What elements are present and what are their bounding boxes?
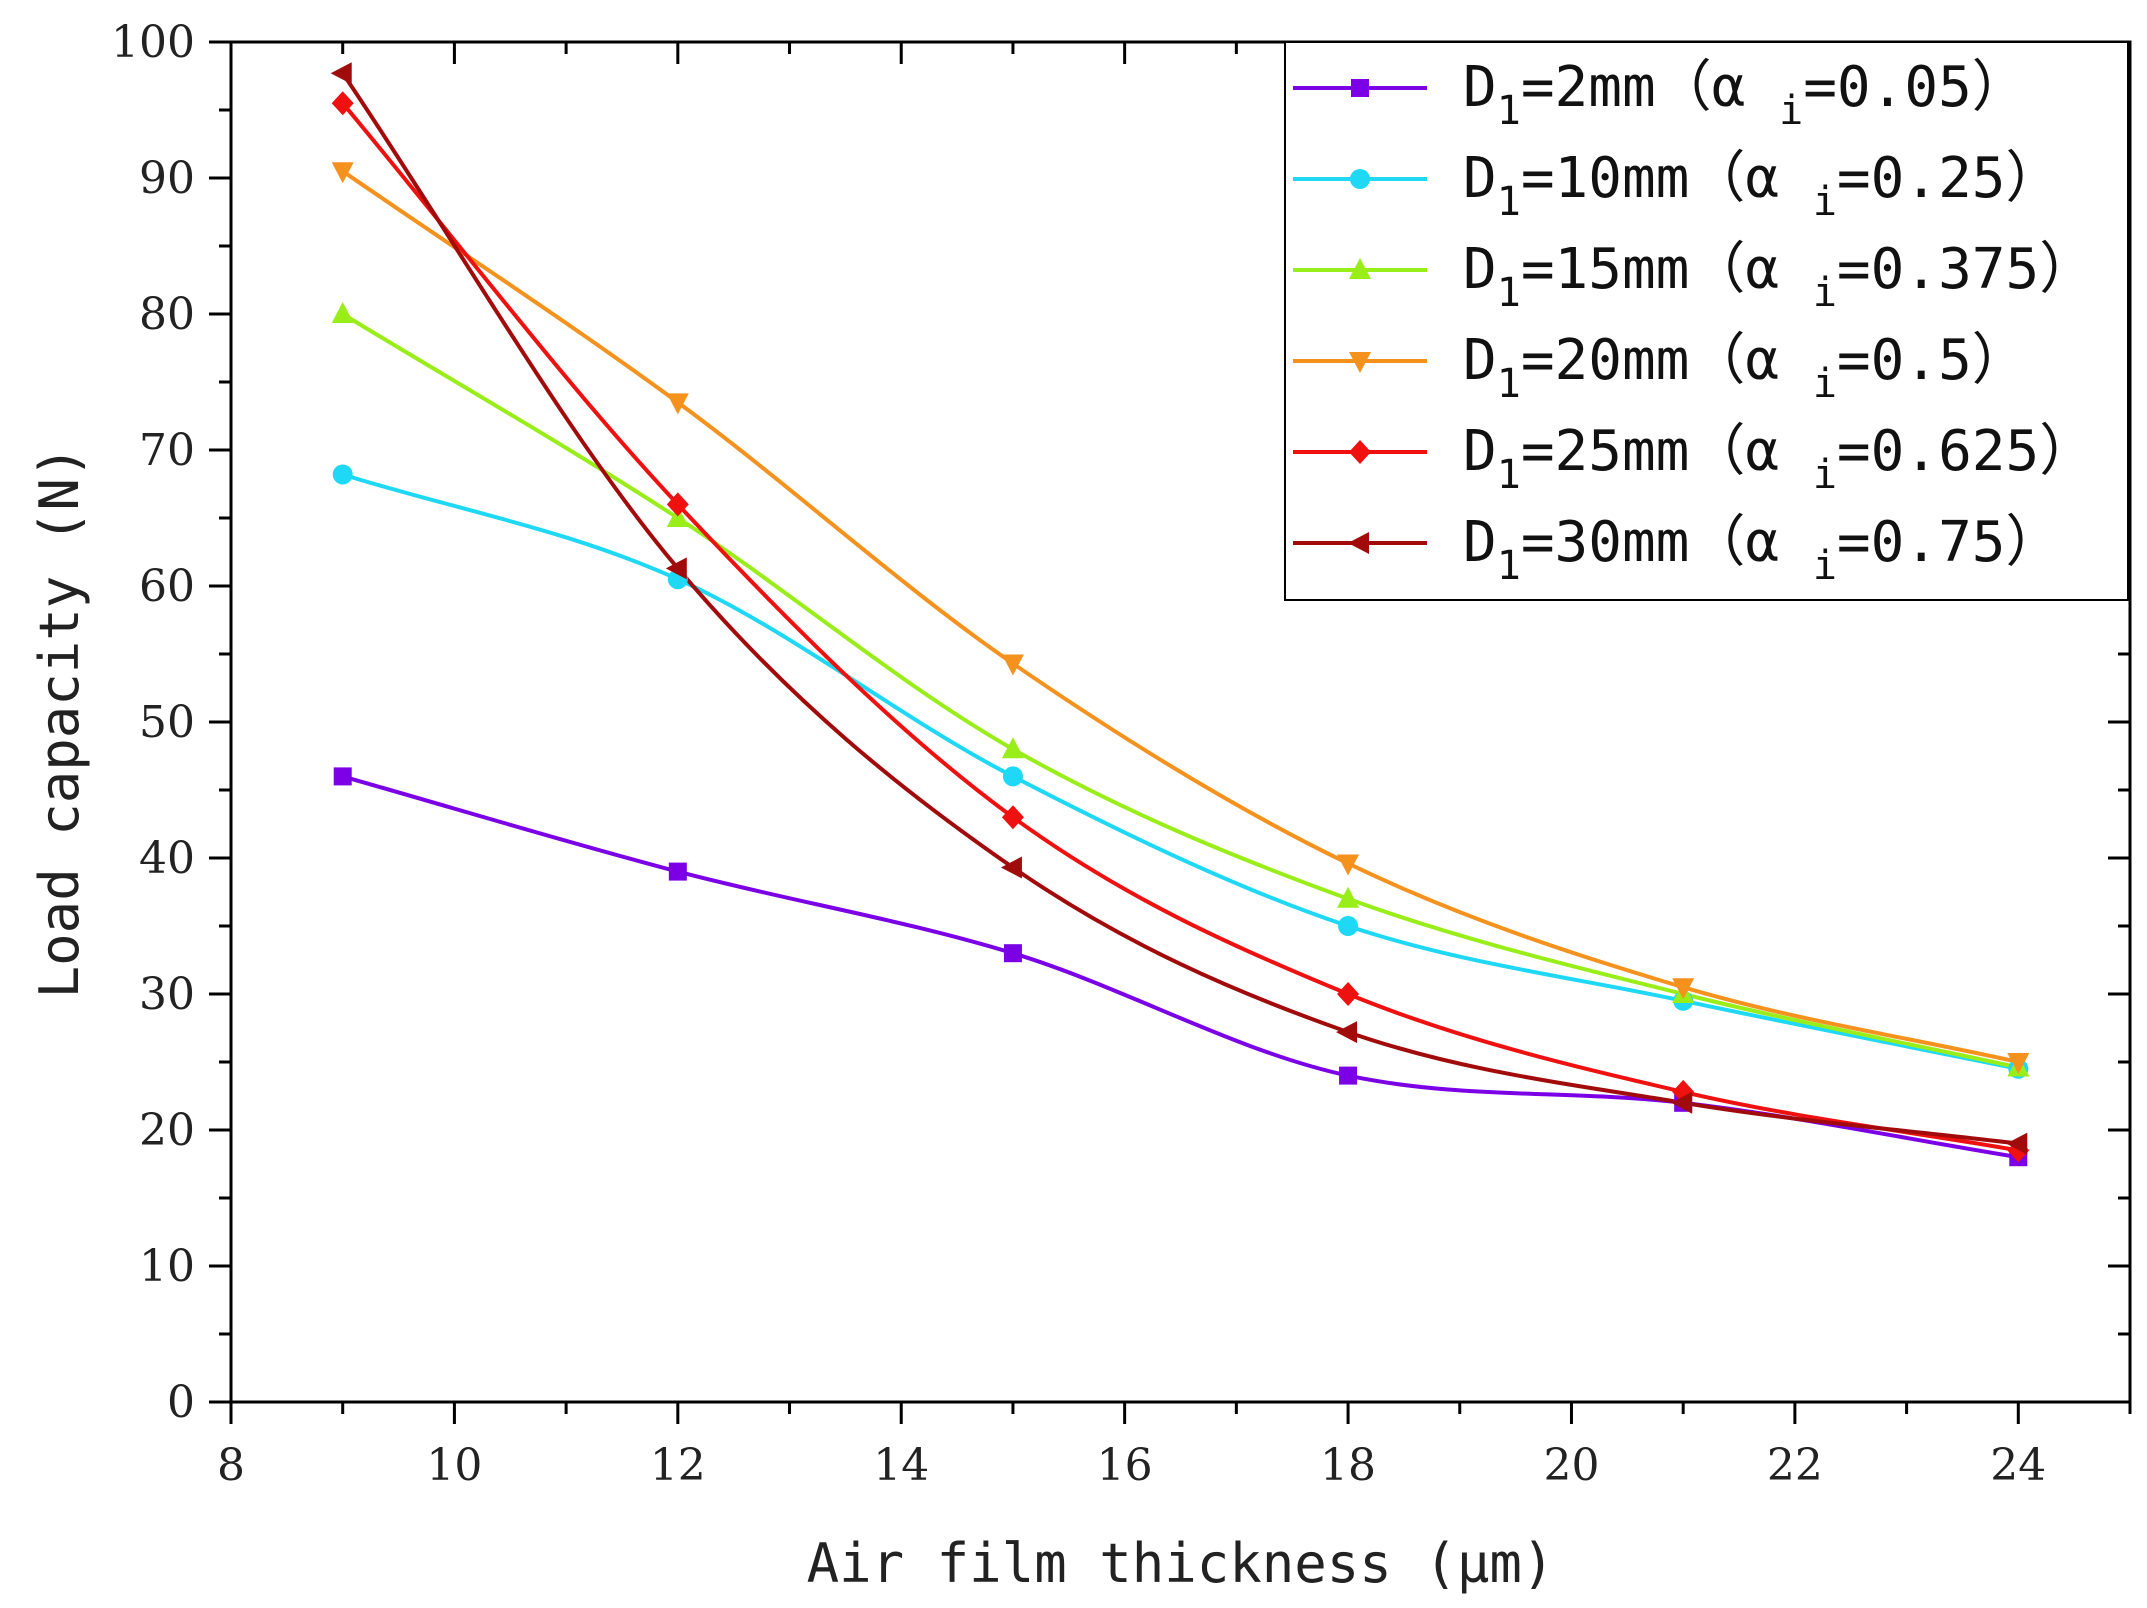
- legend-entry: D1=2mm（α i=0.05）: [1463, 55, 2028, 134]
- y-tick-label: 10: [139, 1241, 195, 1292]
- data-point: [332, 464, 353, 485]
- data-point: [1671, 1091, 1693, 1114]
- data-point: [1003, 944, 1022, 963]
- y-tick-label: 30: [139, 969, 195, 1020]
- x-tick-label: 12: [650, 1440, 706, 1491]
- data-point: [666, 492, 689, 517]
- x-tick-label: 24: [1990, 1440, 2046, 1491]
- data-point: [666, 506, 689, 527]
- data-point: [1337, 982, 1360, 1006]
- x-tick-label: 18: [1320, 1440, 1376, 1491]
- y-tick-label: 60: [139, 561, 195, 612]
- y-tick-label: 80: [139, 289, 195, 340]
- data-point: [331, 302, 354, 323]
- y-tick-label: 70: [139, 425, 195, 476]
- y-axis-title: Load capacity (N): [28, 446, 91, 999]
- data-point: [331, 91, 354, 116]
- legend-box: [1284, 41, 2129, 601]
- x-tick-label: 14: [873, 1440, 929, 1491]
- data-point: [1002, 766, 1023, 787]
- data-point: [1001, 737, 1024, 759]
- x-tick-label: 22: [1767, 1440, 1823, 1491]
- x-tick-label: 10: [426, 1440, 482, 1491]
- y-tick-label: 20: [139, 1105, 195, 1156]
- legend-swatch-marker: [1350, 169, 1370, 189]
- y-tick-label: 100: [111, 17, 195, 68]
- data-point: [1338, 916, 1359, 936]
- plot-lines: [340, 71, 2021, 1160]
- plot-markers: [330, 62, 2030, 1167]
- data-point: [333, 767, 352, 786]
- data-point: [331, 162, 354, 184]
- x-tick-label: 16: [1097, 1440, 1153, 1491]
- legend-entry: D1=25mm（α i=0.625）: [1463, 419, 2095, 498]
- data-point: [668, 862, 687, 881]
- series-line-4: [340, 101, 2021, 1153]
- data-point: [666, 393, 689, 415]
- x-tick-label: 8: [217, 1440, 245, 1491]
- data-point: [1001, 654, 1024, 676]
- data-point: [2006, 1132, 2028, 1155]
- data-point: [1336, 1021, 1358, 1044]
- legend-swatch-marker: [1351, 79, 1369, 97]
- legend-swatch-marker: [1348, 532, 1369, 554]
- data-point: [1001, 805, 1024, 830]
- y-tick-label: 0: [167, 1377, 195, 1428]
- y-tick-label: 90: [139, 153, 195, 204]
- data-point: [1337, 886, 1360, 908]
- series-line-1: [340, 472, 2021, 1071]
- y-tick-label: 50: [139, 697, 195, 748]
- legend-entry: D1=20mm（α i=0.5）: [1463, 328, 2028, 407]
- series-line-5: [340, 71, 2021, 1146]
- data-point: [1000, 856, 1022, 879]
- y-axis: 0 10 20 30 40 50 60 70 80 90 100: [111, 17, 2130, 1428]
- series-line-2: [340, 312, 2021, 1070]
- legend-entry: D1=15mm（α i=0.375）: [1463, 237, 2095, 316]
- data-point: [2007, 1053, 2030, 1074]
- data-point: [665, 557, 687, 580]
- legend-swatch-marker: [1349, 258, 1371, 279]
- x-axis-title: Air film thickness (μm): [807, 1532, 1555, 1595]
- x-tick-label: 20: [1543, 1440, 1599, 1491]
- legend-swatch-marker: [1349, 352, 1371, 373]
- legend: D1=2mm（α i=0.05） D1=10mm（α i=0.25） D1=15mm…: [1284, 41, 2129, 601]
- legend-entry: D1=30mm（α i=0.75）: [1463, 510, 2062, 589]
- legend-swatch-marker: [1349, 440, 1371, 464]
- series-line-3: [340, 169, 2021, 1064]
- x-axis: 8 10 12 14 16 18 20 22 24: [217, 42, 2132, 1491]
- data-point: [330, 62, 352, 85]
- data-point: [1337, 854, 1360, 876]
- y-tick-label: 40: [139, 833, 195, 884]
- legend-entry: D1=10mm（α i=0.25）: [1463, 146, 2062, 225]
- data-point: [1339, 1066, 1358, 1085]
- data-point: [1672, 978, 1695, 1000]
